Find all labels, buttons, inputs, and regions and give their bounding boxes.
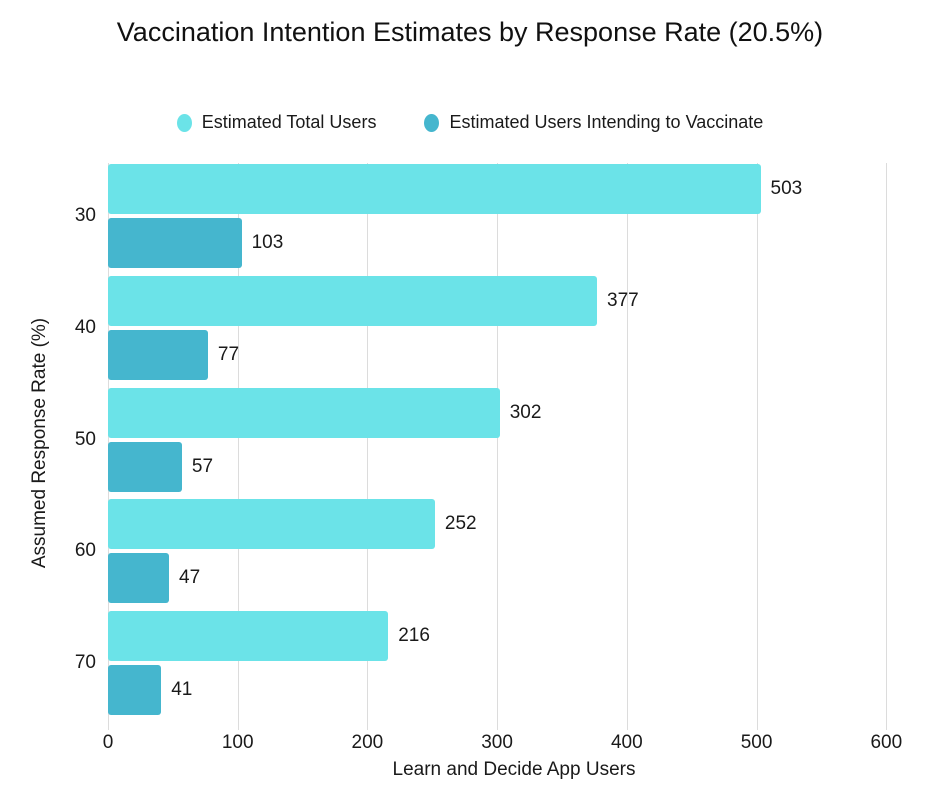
gridline-x-100 <box>237 163 239 730</box>
legend-label: Estimated Total Users <box>201 112 377 132</box>
chart-title: Vaccination Intention Estimates by Respo… <box>116 17 824 47</box>
bar-value-label: 252 <box>444 513 477 535</box>
bar-total-70 <box>108 611 389 662</box>
y-tick-label: 50 <box>74 428 96 450</box>
legend-item-intending-vaccinate: Estimated Users Intending to Vaccinate <box>424 112 763 133</box>
gridline-x-200 <box>367 163 369 730</box>
gridline-x-300 <box>497 163 499 730</box>
x-tick-label: 600 <box>870 732 903 753</box>
bar-value-label: 41 <box>171 679 193 701</box>
bar-value-label: 503 <box>770 178 803 199</box>
legend-swatch-intending-vaccinate <box>424 113 440 132</box>
y-tick-label: 30 <box>74 205 96 226</box>
bar-value-label: 216 <box>398 625 430 647</box>
bar-value-label: 77 <box>217 343 240 365</box>
legend: Estimated Total Users Estimated Users In… <box>0 112 940 133</box>
legend-swatch-total-users <box>176 113 192 132</box>
bar-intending-30 <box>108 218 242 268</box>
bar-value-label: 103 <box>251 232 284 253</box>
bar-intending-40 <box>108 329 208 380</box>
bar-value-label: 302 <box>509 401 542 423</box>
bar-total-30 <box>108 164 761 214</box>
x-tick-label: 100 <box>221 732 254 753</box>
bar-total-40 <box>108 275 597 326</box>
y-tick-label: 40 <box>74 316 96 338</box>
bar-intending-70 <box>108 665 162 716</box>
x-axis-title: Learn and Decide App Users <box>392 759 636 780</box>
plot-area: 503 103 377 77 302 57 252 47 216 41 <box>108 163 920 730</box>
y-tick-label: 70 <box>74 652 96 674</box>
x-tick-label: 200 <box>351 732 384 753</box>
bar-intending-50 <box>108 441 182 492</box>
bar-total-50 <box>108 387 500 438</box>
x-tick-label: 300 <box>481 732 513 753</box>
bar-intending-60 <box>108 553 169 604</box>
bar-total-60 <box>108 499 435 550</box>
legend-label: Estimated Users Intending to Vaccinate <box>449 112 764 132</box>
x-tick-label: 500 <box>740 732 773 753</box>
bar-value-label: 47 <box>179 567 201 589</box>
gridline-x-500 <box>756 163 758 730</box>
x-tick-label: 0 <box>102 732 114 753</box>
gridline-x-400 <box>626 163 628 730</box>
y-tick-label: 60 <box>74 540 96 562</box>
bar-value-label: 377 <box>607 289 639 311</box>
bar-value-label: 57 <box>191 455 214 477</box>
gridline-x-600 <box>886 163 888 730</box>
legend-item-total-users: Estimated Total Users <box>176 112 377 133</box>
x-tick-label: 400 <box>610 732 643 753</box>
